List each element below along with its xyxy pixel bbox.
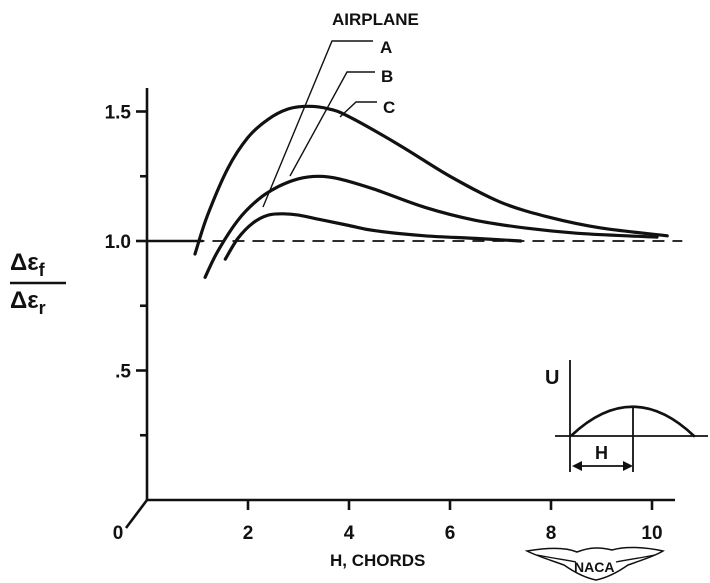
y-tick-label: 1.0 xyxy=(105,232,131,253)
x-tick-label: 6 xyxy=(445,523,456,544)
x-axis-label: H, CHORDS xyxy=(330,551,425,570)
x-tick-label: 10 xyxy=(641,523,662,544)
x-tick-label: 4 xyxy=(344,523,355,544)
naca-logo-text: NACA xyxy=(574,559,614,575)
naca-wing-line-left xyxy=(536,554,577,563)
series-line-C xyxy=(223,212,523,261)
series-curves xyxy=(193,104,669,279)
y-label-denominator: Δεr xyxy=(10,287,46,318)
leader-line-A xyxy=(262,40,373,208)
naca-wing-line-right xyxy=(615,554,656,563)
x-tick-label: 2 xyxy=(243,523,254,544)
inset-y-label: U xyxy=(545,367,559,389)
inset-dimension-label: H xyxy=(595,443,608,463)
legend-label-B: B xyxy=(381,67,393,86)
series-line-B xyxy=(203,174,659,279)
series-line-A xyxy=(193,104,669,256)
inset-diagram: U H xyxy=(545,360,708,472)
inset-arrow-left xyxy=(572,461,582,471)
y-tick-label: 1.5 xyxy=(105,103,132,124)
x-tick-label: 8 xyxy=(546,523,557,544)
y-ticks: .5 1.0 1.5 xyxy=(105,103,147,437)
y-axis-label: Δεf Δεr xyxy=(10,249,66,318)
inset-arrow-right xyxy=(623,461,633,471)
legend-label-A: A xyxy=(380,38,392,57)
origin-diagonal xyxy=(124,499,149,529)
naca-logo: NACA xyxy=(524,546,665,581)
inset-curve xyxy=(570,405,696,438)
x-ticks: 0 2 4 6 8 10 xyxy=(113,500,663,544)
legend-label-C: C xyxy=(383,98,395,117)
legend-title: AIRPLANE xyxy=(332,10,419,29)
x-tick-label: 0 xyxy=(113,523,124,544)
leader-line-B xyxy=(289,71,375,177)
leader-line-C xyxy=(339,101,377,118)
y-label-numerator: Δεf xyxy=(10,249,46,280)
y-tick-label: .5 xyxy=(115,362,131,383)
